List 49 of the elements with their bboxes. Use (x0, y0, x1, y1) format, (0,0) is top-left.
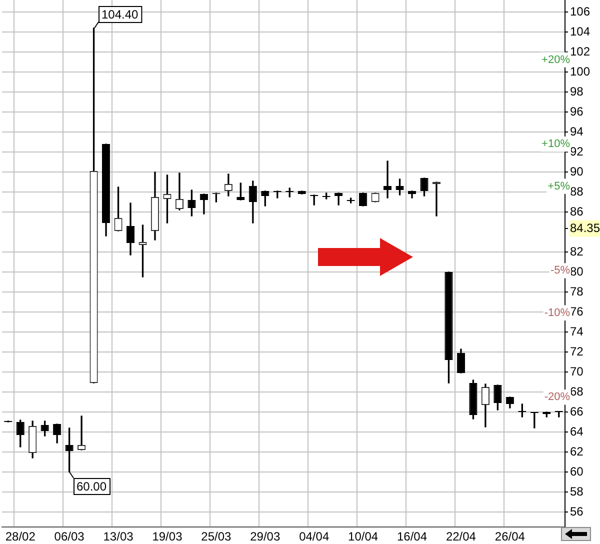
candlestick (78, 416, 86, 450)
y-tick-label: 88 (570, 184, 584, 198)
x-tick-label: 28/02 (5, 530, 36, 544)
x-tick-label: 13/03 (103, 530, 134, 544)
y-tick-label: 100 (570, 64, 590, 78)
x-tick-label: 16/04 (396, 530, 428, 544)
y-tick-label: 66 (570, 404, 584, 418)
y2-tick-label: -5% (550, 264, 570, 277)
x-tick-label: 26/04 (494, 530, 526, 544)
annotation: 104.40 (102, 7, 139, 22)
y-tick-label: 106 (570, 4, 590, 18)
y-tick-label: 86 (570, 204, 584, 218)
y-tick-label: 78 (570, 284, 584, 298)
x-tick-label: 10/04 (348, 530, 378, 544)
candlestick (383, 160, 392, 198)
x-tick-label: 04/04 (299, 530, 330, 544)
x-tick-label: 25/03 (201, 530, 232, 544)
y2-tick-label: +10% (542, 138, 570, 150)
y-tick-label: 56 (570, 504, 584, 518)
x-tick-label: 19/03 (152, 530, 183, 544)
candlestick (334, 192, 343, 206)
y2-tick-label: -10% (544, 306, 570, 319)
y-tick-label: 62 (570, 444, 584, 458)
y-tick-label: 104 (570, 24, 590, 38)
y-tick-label: 102 (570, 44, 590, 58)
y-tick-label: 68 (570, 384, 584, 398)
y-tick-label: 82 (570, 244, 584, 258)
y2-tick-label: -20% (544, 391, 570, 404)
y-tick-label: 58 (570, 484, 584, 498)
y-tick-label: 80 (570, 264, 584, 278)
y-tick-label: 92 (570, 144, 584, 158)
y-tick-label: 90 (570, 164, 584, 178)
candlestick (432, 182, 441, 216)
y-tick-label: 98 (570, 84, 584, 98)
annotation: 60.00 (76, 479, 107, 494)
y2-tick-label: +5% (548, 180, 570, 192)
y-tick-label: 94 (570, 124, 584, 138)
x-tick-label: 22/04 (446, 530, 476, 544)
x-tick-label: 29/03 (250, 530, 280, 544)
y-tick-label: 76 (570, 304, 584, 318)
y-tick-label: 60 (570, 464, 584, 478)
y-tick-label: 64 (570, 424, 584, 438)
y2-tick-label: +20% (542, 54, 570, 66)
y-tick-label: 84.35 (570, 220, 600, 235)
x-tick-label: 06/03 (54, 530, 85, 544)
y-tick-label: 74 (570, 324, 584, 338)
y-tick-label: 70 (570, 364, 584, 378)
y-tick-label: 96 (570, 104, 584, 118)
y-tick-label: 72 (570, 344, 584, 358)
